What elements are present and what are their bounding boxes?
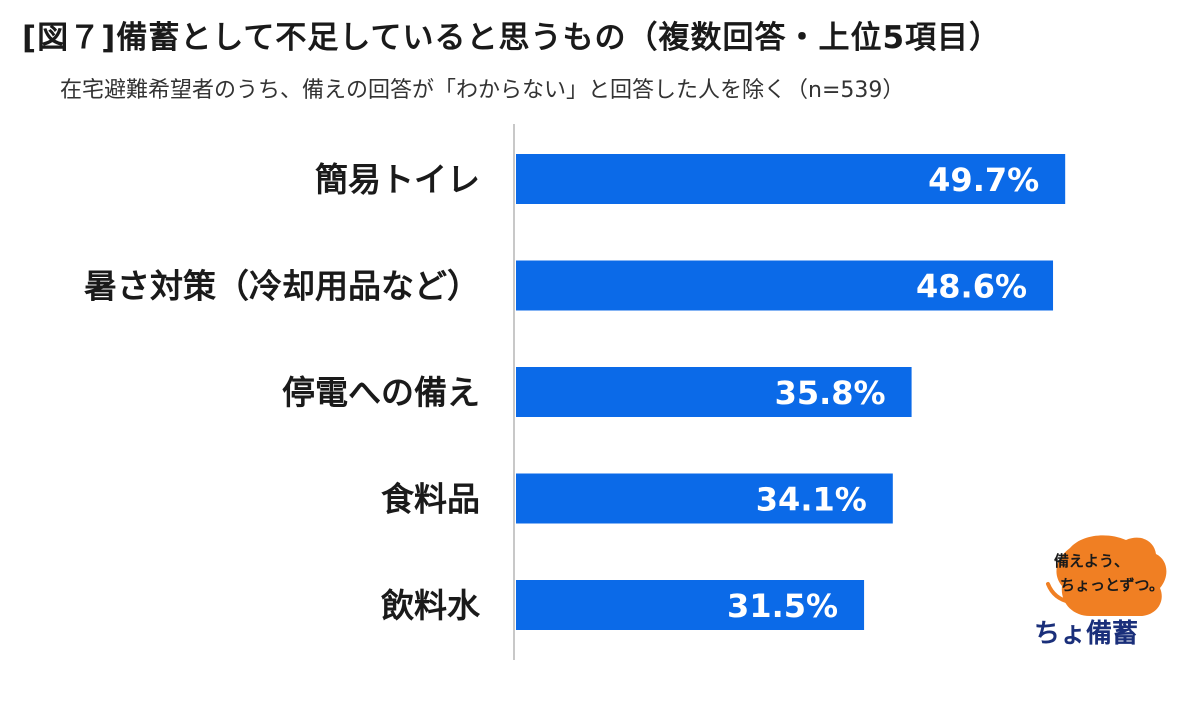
- value-label-1: 49.7%: [928, 161, 1039, 199]
- category-label-4: 食料品: [381, 480, 480, 519]
- logo-tagline-2: ちょっとずつ。: [1060, 576, 1164, 594]
- category-label-1: 簡易トイレ: [315, 160, 480, 199]
- category-label-2: 暑さ対策（冷却用品など）: [84, 267, 480, 306]
- category-label-3: 停電への備え: [282, 373, 480, 412]
- value-label-3: 35.8%: [775, 374, 886, 412]
- bar-chart: 簡易トイレ 49.7% 暑さ対策（冷却用品など） 48.6% 停電への備え 35.8% 食料…: [0, 120, 1200, 665]
- chart-title: [図７]備蓄として不足していると思うもの（複数回答・上位5項目）: [22, 12, 1001, 57]
- logo-tagline-1: 備えよう、: [1054, 552, 1129, 570]
- bar-group: 簡易トイレ 49.7% 暑さ対策（冷却用品など） 48.6% 停電への備え 35.8% 食料…: [84, 154, 1065, 630]
- value-label-4: 34.1%: [756, 481, 867, 519]
- value-label-5: 31.5%: [727, 587, 838, 625]
- category-label-5: 飲料水: [381, 586, 481, 625]
- chart-subtitle: 在宅避難希望者のうち、備えの回答が「わからない」と回答した人を除く（n=539）: [60, 72, 904, 104]
- chobichiku-logo: 備えよう、 ちょっとずつ。 ちょ備蓄: [1030, 530, 1180, 660]
- logo-brand: ちょ備蓄: [1034, 618, 1138, 649]
- logo-mark: 備えよう、 ちょっとずつ。 ちょ備蓄: [1030, 530, 1180, 660]
- value-label-2: 48.6%: [916, 268, 1027, 306]
